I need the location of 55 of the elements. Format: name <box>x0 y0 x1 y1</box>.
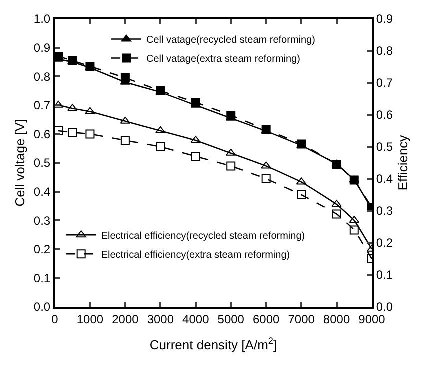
x-tick-label: 4000 <box>182 312 210 326</box>
y2-tick-label: 0.0 <box>376 300 394 314</box>
point <box>120 74 130 83</box>
y-tick-label: 0.7 <box>34 98 51 113</box>
y2-tick-label: 0.2 <box>376 236 394 250</box>
y-tick-label: 0.0 <box>34 300 51 314</box>
y2-tick-label: 0.4 <box>376 172 394 186</box>
x-tick-label: 7000 <box>288 312 316 326</box>
y2-tick-label: 0.7 <box>376 76 394 90</box>
y-tick-label: 1.0 <box>34 12 51 26</box>
x-tick-label: 1000 <box>76 312 104 326</box>
y2-tick-label: 0.3 <box>376 204 394 218</box>
y-tick-label: 0.6 <box>34 127 51 142</box>
y-tick-label: 0.1 <box>34 271 51 286</box>
x-tick-label: 8000 <box>323 312 350 326</box>
y-tick-label: 0.2 <box>34 242 51 257</box>
point <box>297 190 306 200</box>
y2-tick-label: 0.9 <box>376 12 394 26</box>
point <box>191 98 200 108</box>
y-tick-label: 0.5 <box>34 156 51 170</box>
x-tick-label: 0 <box>52 312 59 326</box>
point <box>191 152 200 162</box>
x-tick-label: 2000 <box>112 312 140 326</box>
y2-tick-label: 0.8 <box>376 44 394 58</box>
legend-label: Electrical efficiency(extra steam reforming) <box>101 250 290 261</box>
y2-tick-label: 0.1 <box>376 268 394 282</box>
x-tick-label: 5000 <box>218 312 245 326</box>
point <box>226 110 236 120</box>
legend-label: Electrical efficiency(recycled steam reforming) <box>101 231 306 242</box>
y-tick-label: 0.9 <box>34 41 51 55</box>
y2-tick-label: 0.6 <box>376 108 394 122</box>
point <box>262 174 271 184</box>
x-tick-label: 3000 <box>147 312 174 326</box>
point <box>226 162 236 171</box>
y-tick-label: 0.3 <box>34 214 51 228</box>
point <box>85 107 96 114</box>
point <box>332 200 342 208</box>
point <box>332 210 342 219</box>
x-tick-label: 6000 <box>252 312 280 326</box>
point <box>86 130 95 139</box>
legend-label: Cell vatage(recycled steam reforming) <box>146 35 316 46</box>
point <box>261 162 272 169</box>
point <box>55 126 64 136</box>
point <box>68 128 78 138</box>
y2-axis-title: Efficiency <box>396 134 411 191</box>
point <box>156 142 166 152</box>
y2-tick-label: 0.5 <box>376 140 394 154</box>
point <box>350 226 359 235</box>
legend-label: Cell vatage(extra steam reforming) <box>146 54 300 66</box>
point <box>120 136 130 146</box>
y-tick-label: 0.8 <box>34 70 51 84</box>
x-tick-label: 9000 <box>358 312 386 326</box>
y-axis-title: Cell voltage [V] <box>12 119 28 207</box>
x-axis-title: Current density [A/m$^{2}$] <box>150 336 278 352</box>
y-tick-label: 0.4 <box>34 185 51 199</box>
